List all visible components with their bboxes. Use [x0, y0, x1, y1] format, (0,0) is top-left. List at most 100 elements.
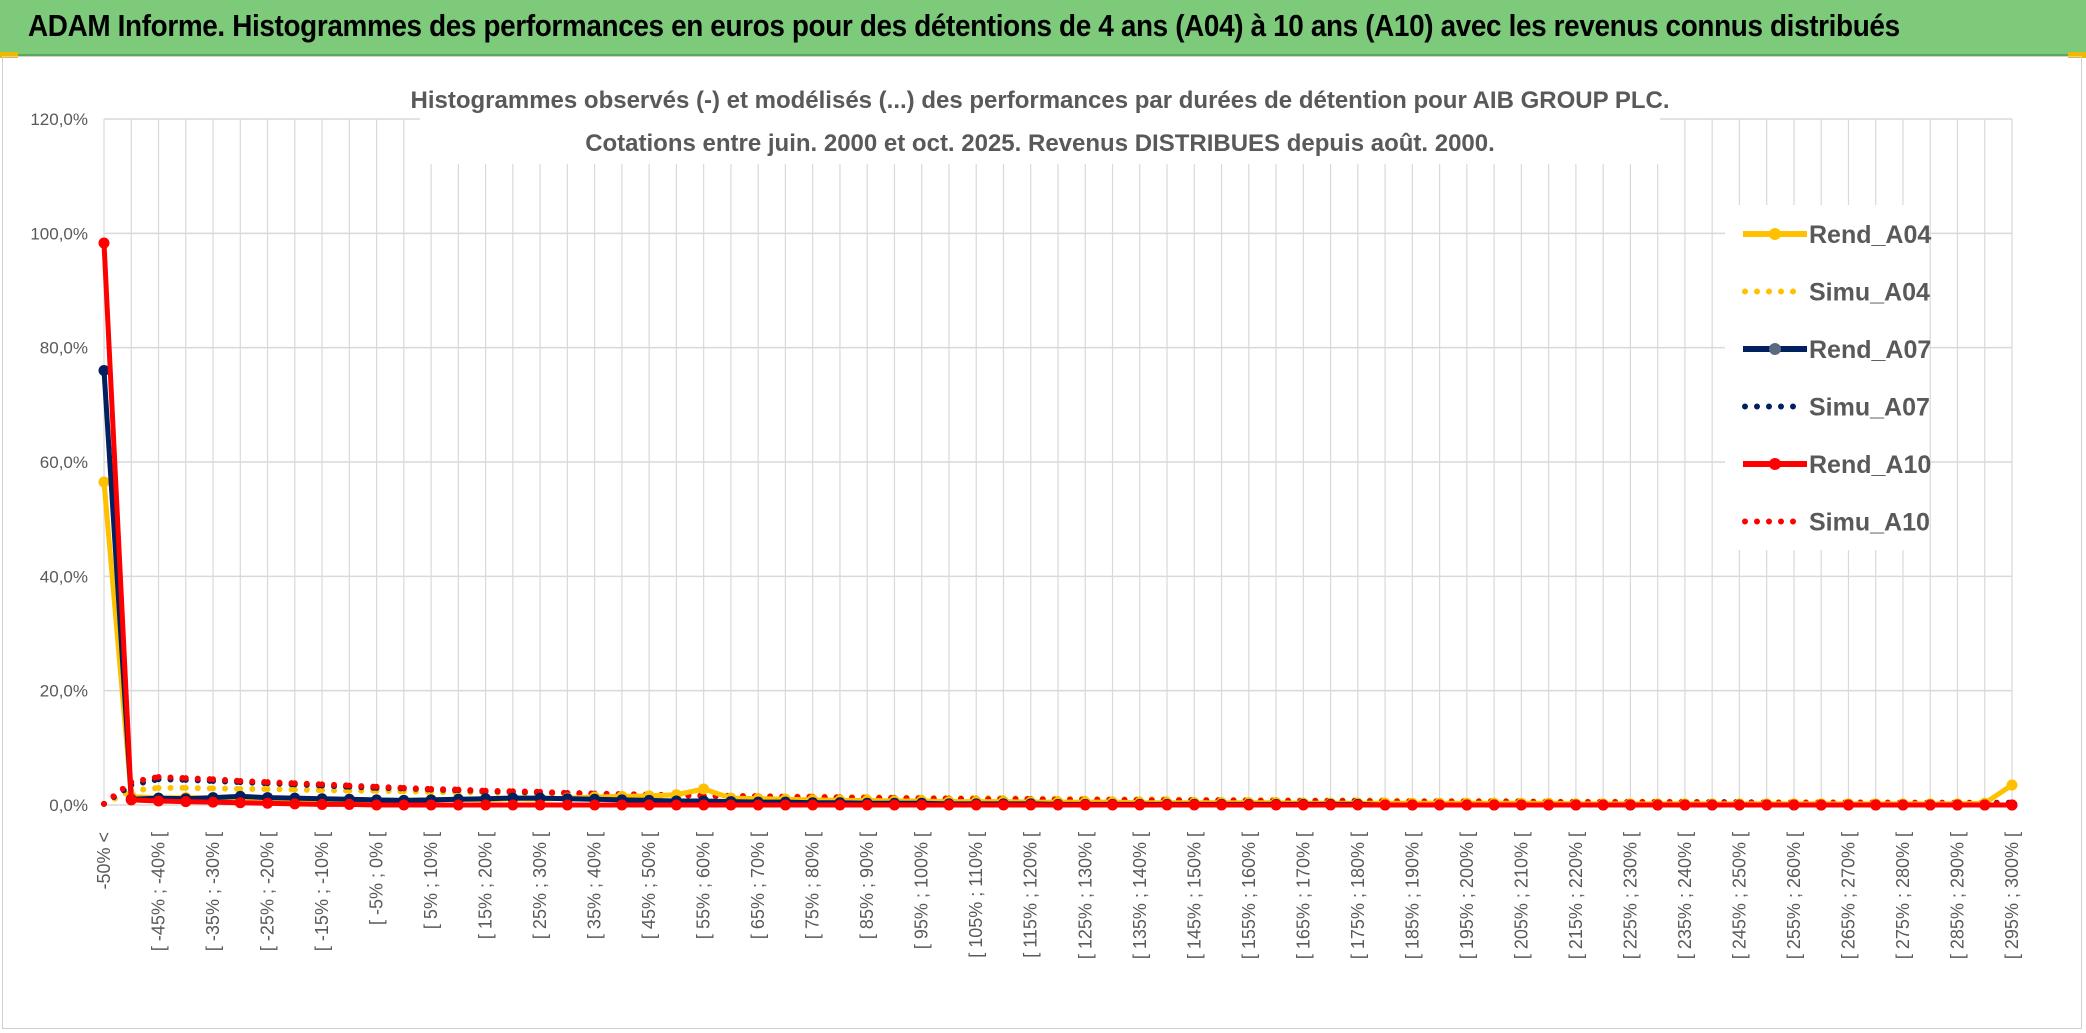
chart-title-line-1: Histogrammes observés (-) et modélisés (…	[411, 87, 1670, 114]
legend-background	[1725, 205, 1925, 550]
report-banner: ADAM Informe. Histogrammes des performan…	[0, 0, 2086, 56]
data-point	[1788, 799, 1800, 811]
data-point	[98, 237, 110, 249]
data-point	[371, 799, 383, 811]
x-tick-label: [ -5% ; 0% [	[367, 832, 387, 925]
series-segment	[128, 773, 162, 786]
data-point	[289, 798, 301, 810]
x-tick-label: [ 195% ; 200% [	[1457, 832, 1477, 959]
series-segment	[128, 784, 162, 794]
report-title: ADAM Informe. Histogrammes des performan…	[28, 8, 1900, 43]
data-point	[262, 797, 274, 809]
legend-label: Simu_A10	[1809, 509, 1930, 537]
x-tick-label: [ 115% ; 120% [	[1021, 832, 1041, 958]
data-point	[1379, 799, 1391, 811]
x-tick-label: [ 125% ; 130% [	[1075, 832, 1095, 959]
legend-label: Rend_A07	[1809, 336, 1931, 364]
data-point	[1679, 799, 1691, 811]
data-point	[1515, 799, 1527, 811]
legend-item-Rend_A07: Rend_A07	[1743, 336, 1931, 364]
data-point	[1079, 799, 1091, 811]
data-point	[698, 799, 710, 811]
data-point	[207, 796, 219, 808]
x-tick-label: [ 55% ; 60% [	[694, 832, 714, 939]
data-point	[1461, 799, 1473, 811]
data-point	[725, 799, 737, 811]
data-point	[1025, 799, 1037, 811]
data-point	[180, 796, 192, 808]
x-tick-label: [ 45% ; 50% [	[639, 832, 659, 939]
x-tick-label: [ 285% ; 290% [	[1947, 832, 1967, 959]
x-tick-label: [ 105% ; 110% [	[966, 832, 986, 958]
data-point	[888, 799, 900, 811]
x-tick-label: [ 145% ; 150% [	[1184, 832, 1204, 959]
data-point	[153, 795, 165, 807]
x-tick-label: [ 245% ; 250% [	[1729, 832, 1749, 959]
y-tick-label: 20,0%	[40, 682, 88, 701]
x-tick-label: [ 95% ; 100% [	[912, 832, 932, 949]
data-point	[1951, 799, 1963, 811]
chart-title-line-2: Cotations entre juin. 2000 et oct. 2025.…	[585, 130, 1495, 157]
data-point	[834, 799, 846, 811]
data-point	[1216, 799, 1228, 811]
series-segment	[509, 788, 544, 795]
series-segment	[319, 787, 353, 794]
x-tick-label: [ 235% ; 240% [	[1675, 832, 1695, 959]
legend-item-Simu_A07: Simu_A07	[1742, 394, 1930, 422]
data-point	[916, 799, 928, 811]
chart-title-background	[420, 80, 1660, 164]
data-point	[561, 799, 573, 811]
legend-item-Rend_A10: Rend_A10	[1743, 451, 1931, 479]
data-point	[1979, 799, 1991, 811]
data-point	[616, 799, 628, 811]
series-segment	[428, 785, 462, 793]
x-tick-label: [ 155% ; 160% [	[1239, 832, 1259, 959]
x-tick-label: [ -35% ; -30% [	[203, 832, 223, 951]
series-segment	[155, 773, 189, 782]
legend-item-Rend_A04: Rend_A04	[1743, 221, 1931, 249]
data-point	[1842, 799, 1854, 811]
y-tick-label: 0,0%	[49, 796, 88, 815]
data-point	[1270, 799, 1282, 811]
series-segment	[319, 781, 353, 789]
data-point	[1815, 799, 1827, 811]
series-segment	[264, 785, 298, 793]
grid-lines	[103, 118, 2013, 806]
x-tick-label: [ 225% ; 230% [	[1620, 832, 1640, 959]
data-point	[779, 799, 791, 811]
x-tick-label: [ 255% ; 260% [	[1784, 832, 1804, 959]
corner-mark-right	[2068, 52, 2086, 58]
legend-label: Rend_A04	[1809, 221, 1931, 249]
series-segment	[210, 785, 244, 792]
y-tick-label: 60,0%	[40, 453, 88, 472]
data-point	[643, 799, 655, 811]
x-tick-label: [ -25% ; -20% [	[258, 832, 278, 951]
legend-item-Simu_A04: Simu_A04	[1742, 279, 1930, 307]
series-segment	[291, 780, 326, 788]
series-Rend_A10	[98, 237, 2018, 811]
x-tick-label: [ -15% ; -10% [	[312, 832, 332, 951]
data-point	[698, 783, 710, 795]
series-segment	[264, 779, 298, 787]
data-point	[534, 799, 546, 811]
x-tick-label: [ 75% ; 80% [	[803, 832, 823, 939]
legend-item-Simu_A10: Simu_A10	[1742, 509, 1930, 537]
x-tick-label: [ 25% ; 30% [	[530, 832, 550, 939]
data-point	[1924, 799, 1936, 811]
y-tick-label: 120,0%	[30, 110, 88, 129]
data-point	[1761, 799, 1773, 811]
data-point	[1243, 799, 1255, 811]
data-point	[1897, 799, 1909, 811]
legend-marker	[1769, 458, 1781, 470]
data-point	[2006, 799, 2018, 811]
legend-label: Simu_A07	[1809, 394, 1930, 422]
series-segment	[182, 784, 217, 792]
legend: Rend_A04 Simu_A04 Rend_A07 Simu_A07 Rend_A10…	[1725, 205, 1931, 550]
data-point	[997, 799, 1009, 811]
series-segment	[237, 777, 271, 786]
data-point	[589, 799, 601, 811]
x-tick-label: [ 275% ; 280% [	[1893, 832, 1913, 959]
x-tick-label: [ 215% ; 220% [	[1566, 832, 1586, 959]
x-tick-label: -50% <	[94, 832, 114, 890]
data-point	[1597, 799, 1609, 811]
